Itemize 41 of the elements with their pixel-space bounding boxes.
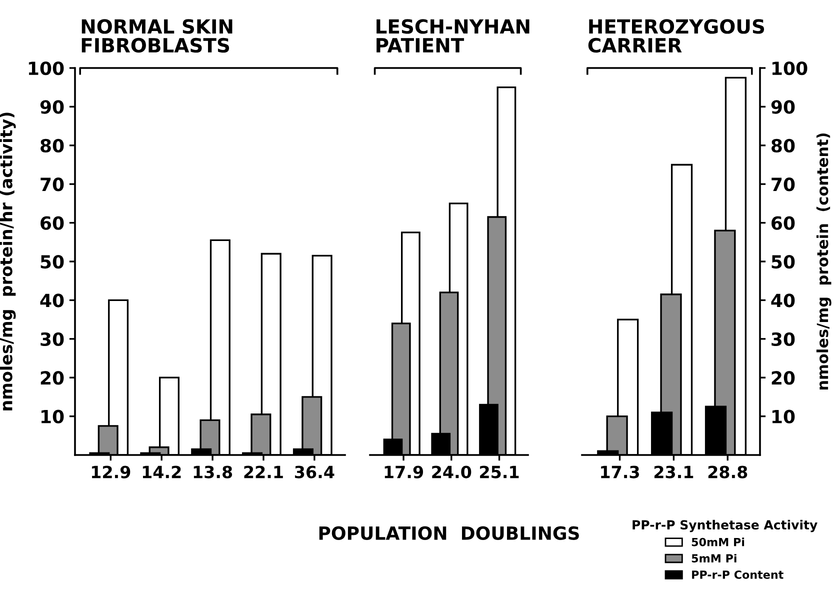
y-tick-label: 100	[28, 61, 64, 76]
y-tick-label: 50	[40, 254, 64, 269]
y-tick-label: 80	[40, 138, 64, 153]
legend-label: PP-r-P Content	[692, 570, 784, 579]
x-tick-label: 17.3	[601, 466, 639, 478]
x-tick-label: 28.8	[708, 466, 748, 478]
y-tick-label: 70	[772, 178, 795, 192]
y-axis-title: nmoles/mg protein/hr (activity)	[0, 112, 16, 410]
y-tick-label: 60	[772, 216, 795, 230]
x-tick-label: 22.1	[244, 466, 283, 478]
x-tick-label: 14.2	[142, 466, 181, 478]
y-axis-title: nmoles/mg protein (content)	[816, 133, 832, 390]
y-tick-label: 100	[772, 61, 808, 76]
x-tick-label: 23.1	[654, 466, 694, 478]
y-tick-label: 10	[41, 410, 64, 424]
y-tick-label: 60	[40, 216, 64, 230]
y-tick-label: 30	[40, 332, 64, 346]
legend-label: 50mM Pi	[692, 538, 744, 546]
x-tick-label: 13.8	[194, 466, 232, 478]
legend-title: PP-r-P Synthetase Activity	[632, 520, 818, 532]
y-tick-label: 70	[40, 178, 64, 192]
x-tick-label: 25.1	[480, 466, 519, 478]
x-axis-title: POPULATION DOUBLINGS	[319, 526, 579, 540]
y-tick-label: 40	[40, 294, 64, 308]
chart-title: HETEROZYGOUS CARRIER	[588, 19, 764, 53]
x-tick-label: 24.0	[432, 466, 472, 478]
y-tick-label: 20	[40, 371, 64, 385]
y-tick-label: 80	[772, 138, 795, 153]
y-tick-label: 20	[772, 371, 795, 385]
legend-label: 5mM Pi	[692, 554, 736, 563]
x-tick-label: 36.4	[294, 466, 334, 478]
y-tick-label: 90	[771, 100, 795, 114]
y-tick-label: 90	[40, 100, 64, 114]
x-tick-label: 17.9	[384, 466, 424, 478]
chart-title: LESCH-NYHAN PATIENT	[376, 19, 530, 52]
x-tick-label: 12.9	[92, 466, 130, 478]
chart-title: NORMAL SKIN FIBROBLASTS	[82, 19, 232, 53]
y-tick-label: 50	[772, 254, 795, 269]
y-tick-label: 10	[772, 410, 795, 424]
y-tick-label: 40	[771, 294, 795, 308]
y-tick-label: 30	[772, 332, 795, 346]
